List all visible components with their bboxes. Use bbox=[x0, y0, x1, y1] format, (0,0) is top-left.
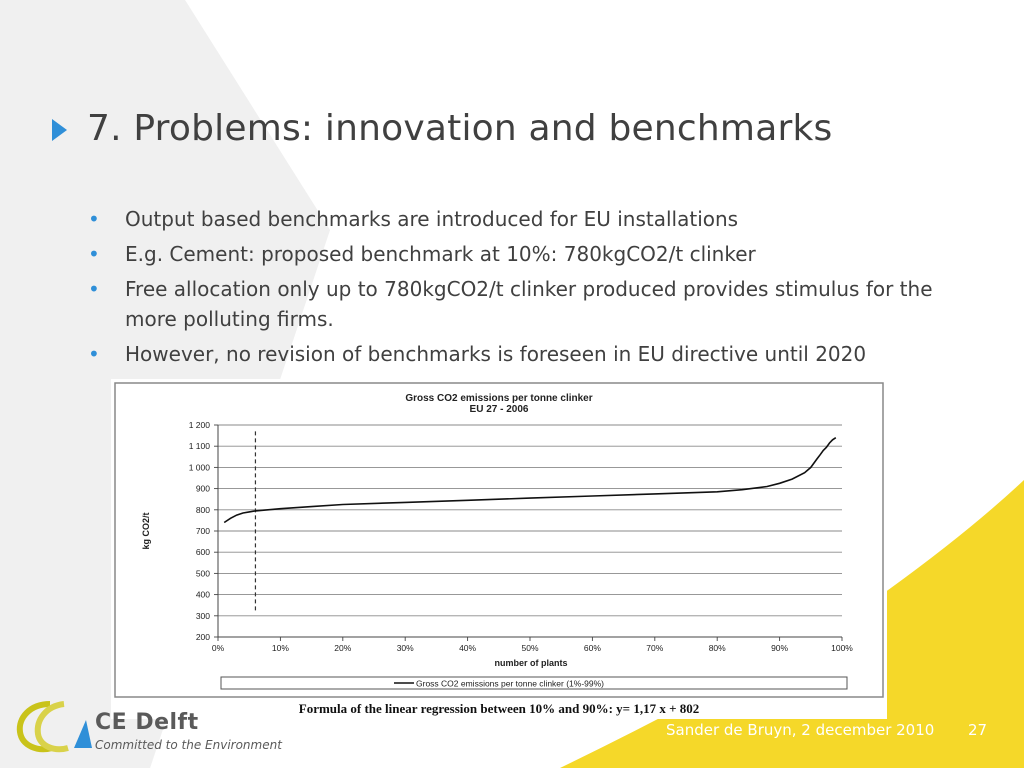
yellow-corner-shape bbox=[560, 480, 1024, 768]
x-tick-label: 60% bbox=[584, 643, 601, 653]
y-tick-label: 1 200 bbox=[189, 420, 211, 430]
chart-border bbox=[114, 382, 884, 698]
bullet-dot-icon: • bbox=[88, 242, 100, 266]
x-tick-label: 40% bbox=[459, 643, 476, 653]
x-tick-label: 70% bbox=[646, 643, 663, 653]
title-arrow-icon bbox=[52, 118, 67, 141]
bullet-text: E.g. Cement: proposed benchmark at 10%: … bbox=[125, 242, 756, 266]
chart-subtitle: EU 27 - 2006 bbox=[470, 404, 529, 415]
chart-image: Gross CO2 emissions per tonne clinker EU… bbox=[111, 379, 887, 719]
ce-delft-logo bbox=[16, 701, 92, 753]
bullet-item: • Output based benchmarks are introduced … bbox=[88, 204, 968, 234]
footer-author-date: Sander de Bruyn, 2 december 2010 bbox=[666, 721, 935, 739]
series-line bbox=[223, 437, 837, 524]
y-tick-label: 700 bbox=[196, 526, 210, 536]
y-tick-label: 1 100 bbox=[189, 441, 211, 451]
bullet-list: • Output based benchmarks are introduced … bbox=[88, 204, 968, 374]
y-tick-labels: 200 300 400 500 600 700 800 900 1 000 1 100 1 200 bbox=[189, 420, 211, 642]
y-tick-label: 1 000 bbox=[189, 462, 211, 472]
regression-caption: Formula of the linear regression between… bbox=[299, 701, 699, 716]
x-tick-labels: 0% 10% 20% 30% 40% 50% 60% 70% 80% 90% 100% bbox=[212, 643, 853, 653]
y-tick-label: 200 bbox=[196, 632, 210, 642]
x-tick-label: 10% bbox=[272, 643, 289, 653]
bullet-item: • E.g. Cement: proposed benchmark at 10%:… bbox=[88, 239, 968, 269]
bullet-dot-icon: • bbox=[88, 342, 100, 366]
bullet-text: Output based benchmarks are introduced f… bbox=[125, 207, 739, 231]
y-tick-label: 800 bbox=[196, 505, 210, 515]
x-tick-label: 30% bbox=[397, 643, 414, 653]
bullet-item: • Free allocation only up to 780kgCO2/t c… bbox=[88, 274, 968, 334]
legend-label: Gross CO2 emissions per tonne clinker (1… bbox=[416, 679, 604, 689]
page-number: 27 bbox=[968, 721, 988, 739]
x-axis-label: number of plants bbox=[494, 658, 567, 668]
logo-name: CE Delft bbox=[95, 710, 199, 735]
logo-tagline: Committed to the Environment bbox=[95, 738, 282, 752]
bullet-dot-icon: • bbox=[88, 207, 100, 231]
bullet-item: • However, no revision of benchmarks is f… bbox=[88, 339, 968, 369]
y-tick-label: 500 bbox=[196, 568, 210, 578]
x-tick-label: 100% bbox=[831, 643, 853, 653]
title-row: 7. Problems: innovation and benchmarks bbox=[52, 108, 832, 149]
y-tick-label: 600 bbox=[196, 547, 210, 557]
x-tick-label: 50% bbox=[521, 643, 538, 653]
chart-title: Gross CO2 emissions per tonne clinker bbox=[405, 393, 592, 404]
y-tick-label: 300 bbox=[196, 611, 210, 621]
bullet-text: However, no revision of benchmarks is fo… bbox=[125, 342, 867, 366]
co2-chart: Gross CO2 emissions per tonne clinker EU… bbox=[114, 382, 884, 716]
x-tick-label: 20% bbox=[334, 643, 351, 653]
legend-box bbox=[220, 676, 848, 690]
y-tick-label: 400 bbox=[196, 590, 210, 600]
chart-gridlines bbox=[214, 424, 843, 641]
x-tick-label: 0% bbox=[212, 643, 225, 653]
y-axis-label: kg CO2/t bbox=[141, 512, 151, 549]
slide-title: 7. Problems: innovation and benchmarks bbox=[87, 108, 833, 149]
y-tick-label: 900 bbox=[196, 484, 210, 494]
bullet-text: Free allocation only up to 780kgCO2/t cl… bbox=[125, 277, 933, 331]
x-tick-label: 80% bbox=[709, 643, 726, 653]
x-tick-label: 90% bbox=[771, 643, 788, 653]
bullet-dot-icon: • bbox=[88, 277, 100, 301]
